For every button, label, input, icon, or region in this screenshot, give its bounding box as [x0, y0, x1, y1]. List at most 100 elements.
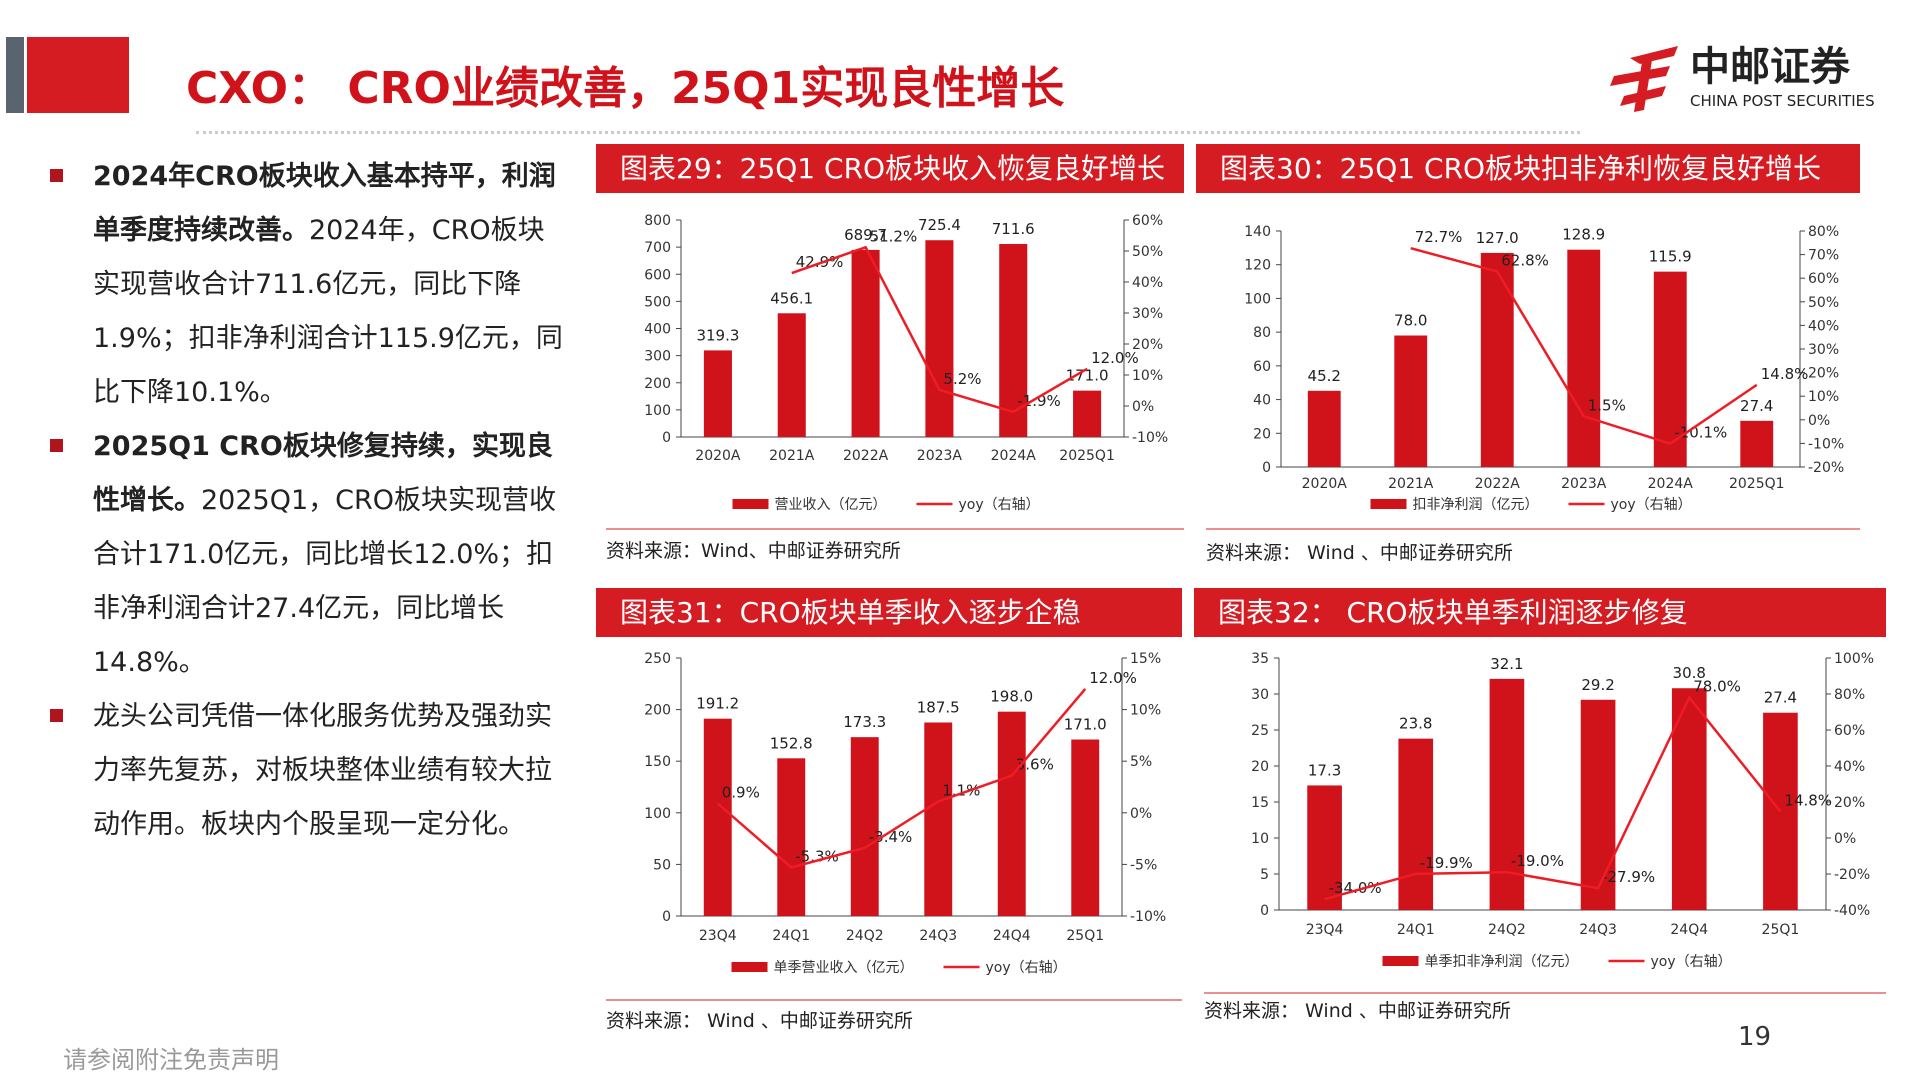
bar: [1480, 252, 1514, 467]
legend-label: 单季营业收入（亿元）: [774, 960, 914, 976]
x-tick-label: 2021A: [1388, 476, 1434, 492]
data-label: -27.9%: [1602, 868, 1655, 886]
chart: 0 100 200 300 400 500 600 700 800 -10% 0% 10% 20% 30%…: [606, 213, 1184, 562]
bullet-marker: [50, 709, 63, 722]
bullet: 龙头公司凭借一体化服务优势及强劲实力率先复苏，对板块整体业绩有较大拉动作用。板块…: [50, 690, 570, 852]
bar: [1580, 699, 1616, 910]
y-tick-label: 800: [644, 213, 671, 229]
bullet-list: 2024年CRO板块收入基本持平，利润单季度持续改善。2024年，CRO板块实现…: [50, 150, 570, 852]
data-label: 12.0%: [1091, 349, 1139, 367]
x-tick-label: 2024A: [1648, 476, 1694, 492]
y-tick-label: 0: [662, 430, 671, 446]
x-tick-label: 24Q3: [1579, 922, 1617, 938]
y2-tick-label: -5%: [1130, 857, 1157, 873]
data-label: 27.4: [1740, 397, 1773, 415]
y-tick-label: 200: [644, 376, 671, 392]
bar: [1653, 271, 1687, 467]
logo-english: CHINA POST SECURITIES: [1690, 92, 1875, 110]
data-label: 45.2: [1308, 367, 1341, 385]
side-bar: [6, 37, 24, 113]
line: [716, 688, 1087, 869]
y-tick-label: 20: [1253, 426, 1271, 442]
x-tick-label: 24Q2: [1488, 922, 1526, 938]
y2-tick-label: 50%: [1808, 295, 1839, 311]
x-tick-label: 24Q2: [846, 928, 884, 944]
logo: 中邮证券 CHINA POST SECURITIES: [1610, 44, 1875, 112]
y2-tick-label: 20%: [1808, 366, 1839, 382]
x-tick-label: 2022A: [843, 448, 889, 464]
x-tick-label: 2025Q1: [1059, 448, 1115, 464]
y2-tick-label: -20%: [1834, 867, 1870, 883]
y-tick-label: 140: [1244, 224, 1271, 240]
y2-tick-label: 40%: [1834, 759, 1865, 775]
y-tick-label: 250: [644, 651, 671, 667]
bar: [703, 350, 732, 437]
y-tick-label: 0: [1262, 460, 1271, 476]
y-tick-label: 100: [1244, 291, 1271, 307]
y-tick-label: 150: [644, 754, 671, 770]
bullet-text: 龙头公司凭借一体化服务优势及强劲实力率先复苏，对板块整体业绩有较大拉动作用。板块…: [93, 701, 552, 840]
y2-tick-label: 0%: [1130, 806, 1152, 822]
legend-label: yoy（右轴）: [1651, 954, 1732, 970]
x-tick-label: 2020A: [1302, 476, 1348, 492]
y-tick-label: 600: [644, 267, 671, 283]
y2-tick-label: 20%: [1132, 337, 1163, 353]
data-label: 171.0: [1064, 716, 1107, 734]
data-label: -1.9%: [1017, 392, 1061, 410]
x-tick-label: 23Q4: [1306, 922, 1344, 938]
y-tick-label: 25: [1251, 723, 1269, 739]
data-label: 173.3: [843, 713, 886, 731]
y2-tick-label: 60%: [1808, 271, 1839, 287]
data-label: -19.0%: [1511, 852, 1564, 870]
bullet-marker: [50, 439, 63, 452]
bar: [1307, 390, 1341, 467]
line: [1410, 247, 1758, 446]
y-tick-label: 0: [1260, 903, 1269, 919]
chart: 0 50 100 150 200 250 -10% -5% 0% 5% 10% 15% 23Q4 24Q1…: [606, 651, 1182, 1032]
data-label: -5.3%: [795, 847, 839, 865]
bar: [1394, 335, 1428, 467]
legend-label: yoy（右轴）: [1611, 497, 1692, 513]
data-label: 12.0%: [1089, 669, 1137, 687]
y2-tick-label: 60%: [1834, 723, 1865, 739]
chart-title: 图表29：25Q1 CRO板块收入恢复良好增长: [596, 144, 1184, 193]
title-block: [27, 37, 129, 113]
data-label: 191.2: [696, 695, 739, 713]
data-label: 1.1%: [942, 781, 980, 799]
data-label: 689.7: [844, 226, 887, 244]
y-tick-label: 120: [1244, 258, 1271, 274]
data-label: 5.2%: [943, 370, 981, 388]
y2-tick-label: -40%: [1834, 903, 1870, 919]
logo-mark: [1610, 46, 1678, 112]
data-label: 78.0%: [1693, 678, 1741, 696]
bar: [850, 737, 879, 916]
data-label: -19.9%: [1420, 854, 1473, 872]
bar: [1567, 249, 1601, 467]
slide-title: CXO： CRO业绩改善，25Q1实现良性增长: [186, 63, 1065, 114]
bar: [777, 313, 806, 437]
source: 资料来源： Wind 、中邮证券研究所: [1206, 542, 1513, 564]
legend-label: yoy（右轴）: [959, 497, 1040, 513]
x-tick-label: 24Q1: [1397, 922, 1435, 938]
x-tick-label: 2025Q1: [1729, 476, 1785, 492]
y-tick-label: 20: [1251, 759, 1269, 775]
y-tick-label: 5: [1260, 867, 1269, 883]
y2-tick-label: -10%: [1132, 430, 1168, 446]
bar: [1073, 390, 1102, 437]
data-label: 456.1: [770, 289, 813, 307]
chart-title: 图表32： CRO板块单季利润逐步修复: [1194, 588, 1886, 637]
data-label: 62.8%: [1501, 252, 1549, 270]
data-label: 1.5%: [1588, 396, 1626, 414]
y-tick-label: 35: [1251, 651, 1269, 667]
y-tick-label: 700: [644, 240, 671, 256]
data-label: 27.4: [1764, 689, 1797, 707]
y2-tick-label: 10%: [1808, 389, 1839, 405]
data-label: 30.8: [1673, 664, 1706, 682]
y2-tick-label: 70%: [1808, 248, 1839, 264]
y2-tick-label: 0%: [1132, 399, 1154, 415]
data-label: 725.4: [918, 216, 961, 234]
data-label: 711.6: [992, 220, 1035, 238]
data-label: 78.0: [1394, 312, 1427, 330]
bar: [925, 240, 954, 437]
x-tick-label: 2023A: [1561, 476, 1607, 492]
